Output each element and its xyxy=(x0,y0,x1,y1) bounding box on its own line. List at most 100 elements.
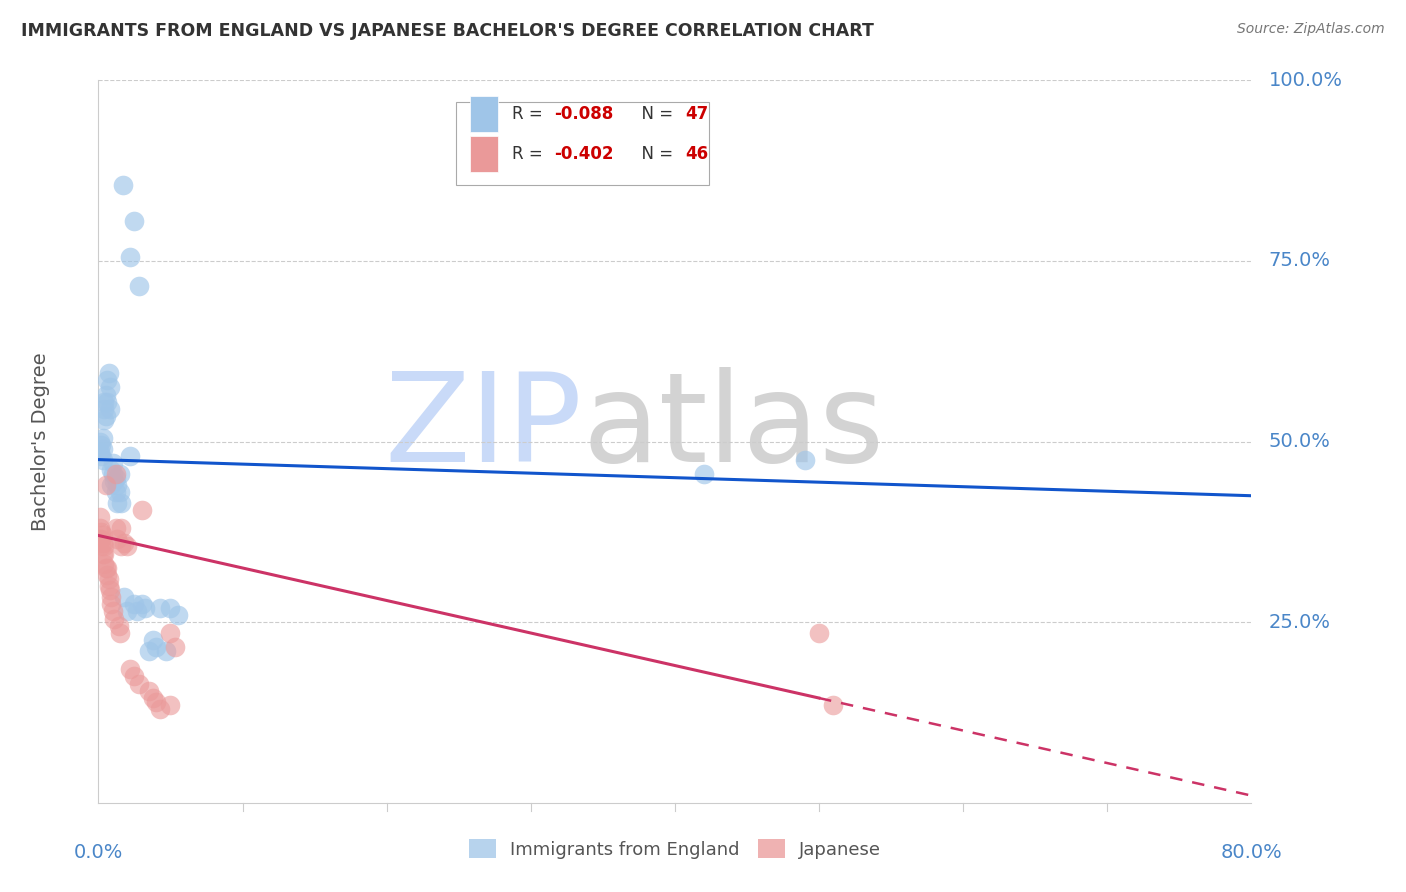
Point xyxy=(93,402,115,417)
Point xyxy=(89,532,111,546)
Point xyxy=(104,485,127,500)
Point xyxy=(93,558,115,572)
Point xyxy=(120,449,142,463)
Point xyxy=(111,178,134,192)
Point xyxy=(100,597,122,611)
FancyBboxPatch shape xyxy=(456,102,710,185)
Text: R =: R = xyxy=(512,105,548,123)
Point xyxy=(808,626,831,640)
Point xyxy=(110,496,132,510)
Point xyxy=(120,250,142,264)
Point xyxy=(97,579,120,593)
Point xyxy=(108,467,131,481)
Point xyxy=(128,279,150,293)
Point xyxy=(124,597,146,611)
FancyBboxPatch shape xyxy=(470,96,499,132)
Point xyxy=(94,409,117,424)
Point xyxy=(117,604,139,618)
Point xyxy=(142,691,165,706)
Point xyxy=(117,539,139,553)
Point xyxy=(104,470,127,484)
Point xyxy=(145,695,167,709)
Point xyxy=(91,442,114,456)
Point xyxy=(104,467,127,481)
Point xyxy=(91,547,114,561)
Text: 0.0%: 0.0% xyxy=(73,843,124,862)
Text: Bachelor's Degree: Bachelor's Degree xyxy=(31,352,51,531)
Point xyxy=(105,478,128,492)
Point xyxy=(91,535,114,549)
Text: 100.0%: 100.0% xyxy=(1268,70,1343,90)
Point xyxy=(166,607,188,622)
Point xyxy=(145,640,167,655)
Text: N =: N = xyxy=(631,105,679,123)
Point xyxy=(100,590,122,604)
Point xyxy=(108,485,131,500)
Point xyxy=(93,413,115,427)
Point xyxy=(108,626,131,640)
Point xyxy=(94,478,117,492)
Text: 75.0%: 75.0% xyxy=(1268,252,1330,270)
Point xyxy=(103,611,125,625)
Point xyxy=(101,467,124,481)
Point xyxy=(93,394,115,409)
Text: -0.402: -0.402 xyxy=(554,145,613,163)
Point xyxy=(103,475,125,489)
Point xyxy=(124,214,146,228)
Point xyxy=(138,644,160,658)
Point xyxy=(89,434,111,449)
Point xyxy=(131,597,153,611)
Point xyxy=(97,572,120,586)
Point xyxy=(134,600,156,615)
FancyBboxPatch shape xyxy=(470,136,499,172)
Point xyxy=(159,698,181,713)
Point xyxy=(110,521,132,535)
Text: N =: N = xyxy=(631,145,679,163)
Point xyxy=(93,547,115,561)
Point xyxy=(159,600,181,615)
Point xyxy=(107,619,129,633)
Point xyxy=(90,438,112,452)
Text: 80.0%: 80.0% xyxy=(1220,843,1282,862)
Text: 50.0%: 50.0% xyxy=(1268,432,1330,451)
Point xyxy=(91,452,114,467)
Point xyxy=(98,582,121,597)
Text: atlas: atlas xyxy=(582,367,884,488)
Point xyxy=(149,702,172,716)
Point xyxy=(94,561,117,575)
Point xyxy=(155,644,177,658)
Text: -0.088: -0.088 xyxy=(554,105,613,123)
Point xyxy=(163,640,186,655)
Point xyxy=(96,373,118,387)
Point xyxy=(91,528,114,542)
Point xyxy=(90,449,112,463)
Point xyxy=(112,590,135,604)
Point xyxy=(105,496,128,510)
Point xyxy=(100,478,122,492)
Point xyxy=(94,387,117,401)
Text: 47: 47 xyxy=(685,105,709,123)
Point xyxy=(96,561,118,575)
Text: ZIP: ZIP xyxy=(385,367,582,488)
Point xyxy=(793,452,815,467)
Point xyxy=(89,445,111,459)
Point xyxy=(89,521,111,535)
Point xyxy=(124,669,146,683)
Point xyxy=(101,604,124,618)
Point xyxy=(159,626,181,640)
Point xyxy=(693,467,716,481)
Point xyxy=(104,521,127,535)
Point xyxy=(97,366,120,380)
Text: 25.0%: 25.0% xyxy=(1268,613,1330,632)
Point xyxy=(110,539,132,553)
Point xyxy=(101,456,124,470)
Point xyxy=(89,510,111,524)
Point xyxy=(120,662,142,676)
Text: IMMIGRANTS FROM ENGLAND VS JAPANESE BACHELOR'S DEGREE CORRELATION CHART: IMMIGRANTS FROM ENGLAND VS JAPANESE BACH… xyxy=(21,22,875,40)
Legend: Immigrants from England, Japanese: Immigrants from England, Japanese xyxy=(461,832,889,866)
Point xyxy=(90,532,112,546)
Point xyxy=(90,539,112,553)
Text: Source: ZipAtlas.com: Source: ZipAtlas.com xyxy=(1237,22,1385,37)
Text: R =: R = xyxy=(512,145,548,163)
Point xyxy=(127,604,149,618)
